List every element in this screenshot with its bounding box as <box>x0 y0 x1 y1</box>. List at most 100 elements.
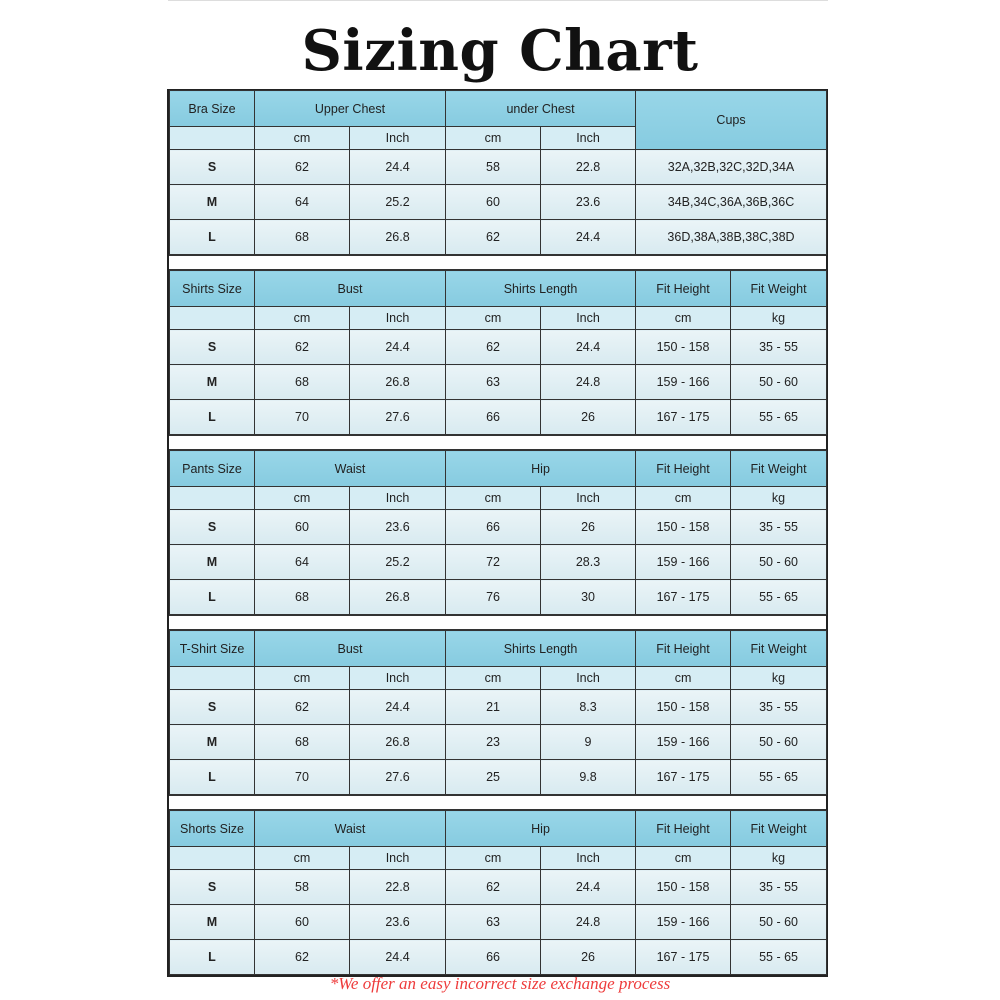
extra-header: Fit Weight <box>730 630 828 667</box>
size-cell: S <box>169 689 255 725</box>
value-cell: 23.6 <box>348 904 447 940</box>
empty-cell <box>169 306 255 330</box>
value-cell: 68 <box>254 724 350 760</box>
value-cell: 24.4 <box>349 149 446 185</box>
value-cell: 34B,34C,36A,36B,36C <box>635 184 828 220</box>
value-cell: 55 - 65 <box>730 939 828 975</box>
value-cell: 26.8 <box>349 219 446 255</box>
empty-cell <box>169 846 255 870</box>
value-cell: 62 <box>254 149 350 185</box>
value-cell: 70 <box>254 399 350 435</box>
group-header: Hip <box>445 810 637 847</box>
group-header: Bust <box>253 630 447 667</box>
group-header: Hip <box>445 450 637 487</box>
unit-cell: cm <box>635 306 732 330</box>
empty-cell <box>169 666 255 690</box>
size-cell: L <box>169 219 255 255</box>
unit-row: cm Inch cm Inch cm kg <box>169 666 828 690</box>
value-cell: 23 <box>445 724 542 760</box>
value-cell: 26 <box>540 509 637 545</box>
table-row: L 70 27.6 25 9.8 167 - 175 55 - 65 <box>169 759 828 795</box>
unit-cell: Inch <box>540 486 637 510</box>
empty-cell <box>169 486 255 510</box>
group-header: Shirts Length <box>445 630 637 667</box>
table-row: M 60 23.6 63 24.8 159 - 166 50 - 60 <box>169 904 828 940</box>
value-cell: 22.8 <box>539 149 637 185</box>
unit-cell: Inch <box>349 126 446 150</box>
value-cell: 66 <box>445 399 542 435</box>
header-row: Shorts Size Waist Hip Fit Height Fit Weight <box>169 810 828 847</box>
extra-header: Fit Weight <box>730 450 828 487</box>
unit-cell: cm <box>254 126 350 150</box>
value-cell: 26.8 <box>348 364 447 400</box>
value-cell: 62 <box>254 939 350 975</box>
value-cell: 24.4 <box>540 329 637 365</box>
size-cell: S <box>169 149 255 185</box>
size-label-header: Pants Size <box>169 450 255 487</box>
value-cell: 167 - 175 <box>635 399 732 435</box>
value-cell: 60 <box>445 184 541 220</box>
value-cell: 150 - 158 <box>635 509 732 545</box>
table-row: S 62 24.4 62 24.4 150 - 158 35 - 55 <box>169 329 828 365</box>
value-cell: 27.6 <box>348 759 447 795</box>
size-cell: S <box>169 869 255 905</box>
value-cell: 55 - 65 <box>730 759 828 795</box>
value-cell: 50 - 60 <box>730 724 828 760</box>
value-cell: 60 <box>254 904 350 940</box>
group-header: Bust <box>253 270 447 307</box>
value-cell: 36D,38A,38B,38C,38D <box>635 219 828 255</box>
extra-header: Fit Height <box>635 270 732 307</box>
value-cell: 62 <box>254 689 350 725</box>
extra-header: Fit Height <box>635 810 732 847</box>
value-cell: 150 - 158 <box>635 869 732 905</box>
header-row: Bra Size Upper Chest under Chest Cups <box>169 90 828 150</box>
size-label-header: Shorts Size <box>169 810 255 847</box>
value-cell: 60 <box>254 509 350 545</box>
unit-cell: Inch <box>348 486 447 510</box>
group-header: Upper Chest <box>254 90 446 127</box>
unit-cell: Inch <box>540 666 637 690</box>
table-row: L 62 24.4 66 26 167 - 175 55 - 65 <box>169 939 828 975</box>
unit-cell: Inch <box>348 666 447 690</box>
extra-header: Fit Weight <box>730 810 828 847</box>
header-row: Pants Size Waist Hip Fit Height Fit Weight <box>169 450 828 487</box>
value-cell: 64 <box>254 544 350 580</box>
value-cell: 159 - 166 <box>635 904 732 940</box>
unit-cell: cm <box>445 306 542 330</box>
value-cell: 30 <box>540 579 637 615</box>
value-cell: 68 <box>254 219 350 255</box>
unit-cell: cm <box>635 666 732 690</box>
section-gap <box>169 615 826 630</box>
unit-cell: cm <box>254 306 350 330</box>
size-table: Pants Size Waist Hip Fit Height Fit Weight cm… <box>169 450 828 615</box>
value-cell: 72 <box>445 544 542 580</box>
value-cell: 167 - 175 <box>635 759 732 795</box>
value-cell: 68 <box>254 364 350 400</box>
unit-row: cm Inch cm Inch cm kg <box>169 306 828 330</box>
table-row: S 62 24.4 21 8.3 150 - 158 35 - 55 <box>169 689 828 725</box>
value-cell: 66 <box>445 509 542 545</box>
value-cell: 50 - 60 <box>730 364 828 400</box>
unit-row: cm Inch cm Inch <box>169 126 827 150</box>
value-cell: 8.3 <box>540 689 637 725</box>
group-header: Waist <box>253 450 447 487</box>
value-cell: 27.6 <box>348 399 447 435</box>
size-cell: M <box>169 724 255 760</box>
value-cell: 64 <box>254 184 350 220</box>
sizing-chart: Bra Size Upper Chest under Chest Cups cm Inch… <box>167 89 828 977</box>
value-cell: 24.4 <box>348 329 447 365</box>
value-cell: 150 - 158 <box>635 329 732 365</box>
unit-cell: cm <box>635 486 732 510</box>
value-cell: 62 <box>445 329 542 365</box>
value-cell: 25 <box>445 759 542 795</box>
section-gap <box>169 795 826 810</box>
value-cell: 26 <box>540 399 637 435</box>
table-row: S 58 22.8 62 24.4 150 - 158 35 - 55 <box>169 869 828 905</box>
value-cell: 26 <box>540 939 637 975</box>
unit-cell: cm <box>254 846 350 870</box>
unit-cell: kg <box>730 486 828 510</box>
extra-header: Fit Height <box>635 450 732 487</box>
exchange-note: *We offer an easy incorrect size exchang… <box>329 974 671 993</box>
value-cell: 62 <box>445 869 542 905</box>
value-cell: 66 <box>445 939 542 975</box>
